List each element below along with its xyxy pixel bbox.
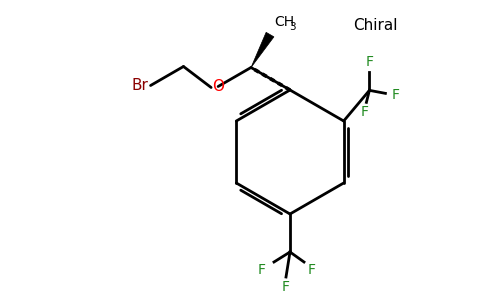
Text: 3: 3 (289, 22, 296, 32)
Text: F: F (361, 105, 368, 119)
Text: Br: Br (132, 78, 149, 93)
Text: F: F (365, 56, 373, 69)
Text: F: F (308, 263, 316, 277)
Text: Chiral: Chiral (353, 17, 397, 32)
Text: F: F (258, 263, 266, 277)
Text: F: F (282, 280, 290, 294)
Text: O: O (212, 79, 224, 94)
Text: CH: CH (274, 15, 294, 28)
Polygon shape (251, 32, 274, 68)
Text: F: F (392, 88, 399, 102)
